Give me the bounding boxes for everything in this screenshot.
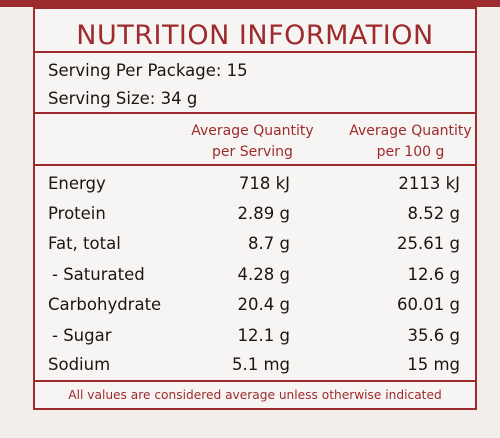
column-header-line: per 100 g <box>376 144 445 160</box>
nutrition-panel: NUTRITION INFORMATION Serving Per Packag… <box>33 7 477 410</box>
header-divider <box>35 164 475 166</box>
per-serving-value: 12.1 g <box>237 326 290 345</box>
serving-divider <box>35 112 475 114</box>
per-100g-value: 2113 kJ <box>398 174 460 193</box>
per-100g-value: 15 mg <box>407 355 460 374</box>
column-header-per-serving: Average Quantity per Serving <box>175 121 330 163</box>
per-100g-value: 60.01 g <box>397 295 460 314</box>
column-header-line: per Serving <box>212 144 293 160</box>
nutrient-label: Energy <box>48 174 106 193</box>
per-serving-value: 20.4 g <box>237 295 290 314</box>
per-100g-value: 12.6 g <box>407 265 460 284</box>
column-header-per-100g: Average Quantity per 100 g <box>343 121 478 163</box>
per-serving-value: 718 kJ <box>238 174 290 193</box>
per-100g-value: 8.52 g <box>407 204 460 223</box>
column-header-line: Average Quantity <box>191 123 314 139</box>
per-serving-value: 4.28 g <box>237 265 290 284</box>
nutrient-label: Sodium <box>48 355 111 374</box>
per-100g-value: 25.61 g <box>397 234 460 253</box>
serving-size: Serving Size: 34 g <box>48 89 198 108</box>
nutrient-label: - Sugar <box>52 326 112 345</box>
nutrient-label: Protein <box>48 204 106 223</box>
footer-divider <box>35 380 475 382</box>
nutrient-label: Carbohydrate <box>48 295 162 314</box>
panel-title: NUTRITION INFORMATION <box>76 20 434 51</box>
top-color-band <box>0 0 500 7</box>
nutrient-label: - Saturated <box>52 265 145 284</box>
serving-per-package: Serving Per Package: 15 <box>48 61 248 80</box>
nutrient-label: Fat, total <box>48 234 121 253</box>
per-100g-value: 35.6 g <box>407 326 460 345</box>
column-header-line: Average Quantity <box>349 123 472 139</box>
per-serving-value: 5.1 mg <box>231 355 290 374</box>
footer-note: All values are considered average unless… <box>68 388 442 402</box>
per-serving-value: 8.7 g <box>248 234 290 253</box>
title-divider <box>35 51 475 53</box>
per-serving-value: 2.89 g <box>237 204 290 223</box>
